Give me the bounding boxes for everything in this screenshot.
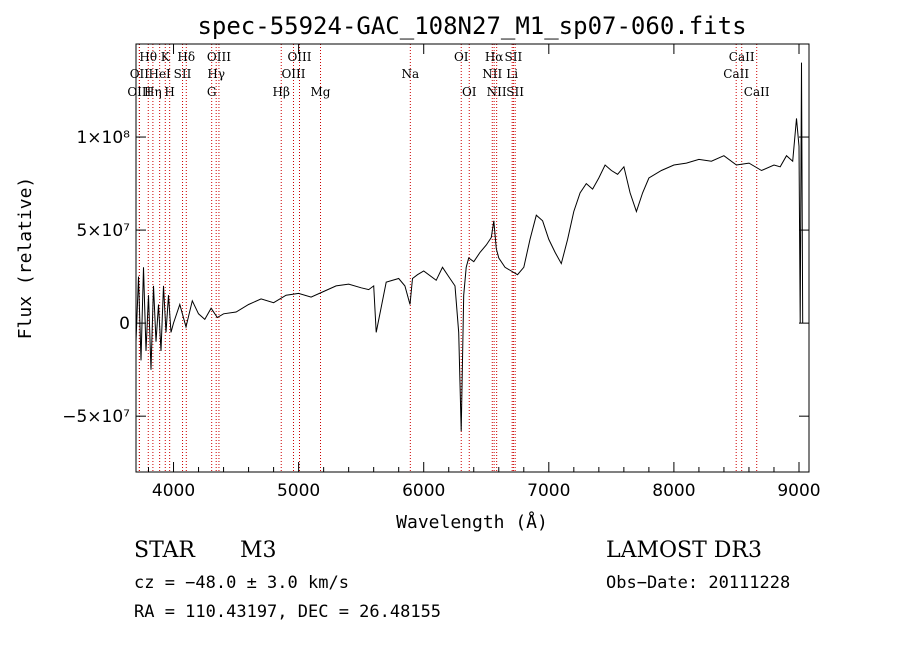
line-label: SII bbox=[506, 85, 524, 99]
line-label: Hδ bbox=[177, 50, 195, 64]
y-tick-label: 5×10⁷ bbox=[76, 221, 130, 241]
line-label: Hα bbox=[485, 50, 504, 64]
y-ticks: −5×10⁷ 0 5×10⁷ 1×10⁸ bbox=[62, 128, 809, 427]
line-label: Na bbox=[402, 67, 420, 81]
line-label: CaII bbox=[723, 67, 749, 81]
y-axis-label: Flux (relative) bbox=[15, 177, 36, 340]
y-tick-label: 0 bbox=[119, 314, 130, 334]
redshift-velocity: cz = −48.0 ± 3.0 km/s bbox=[134, 573, 349, 593]
line-label: SII bbox=[505, 50, 523, 64]
line-label: OIII bbox=[287, 50, 311, 64]
line-label: SII bbox=[174, 67, 192, 81]
line-label: CaII bbox=[729, 50, 755, 64]
x-tick-label: 9000 bbox=[777, 481, 820, 501]
line-label: Li bbox=[506, 67, 518, 81]
line-label: OIII bbox=[127, 85, 151, 99]
plot-frame bbox=[135, 43, 810, 473]
line-label: OI bbox=[454, 50, 469, 64]
object-class: STAR bbox=[134, 538, 195, 563]
line-label: NII bbox=[482, 67, 502, 81]
x-axis-label: Wavelength (Å) bbox=[396, 511, 548, 533]
line-label: G bbox=[207, 85, 217, 99]
ra-dec-coordinates: RA = 110.43197, DEC = 26.48155 bbox=[134, 602, 442, 622]
line-label: H bbox=[164, 85, 174, 99]
x-tick-label: 4000 bbox=[152, 481, 195, 501]
line-label: CaII bbox=[744, 85, 770, 99]
survey-name: LAMOST DR3 bbox=[606, 538, 762, 563]
line-label: Hβ bbox=[273, 85, 290, 99]
line-label: Mg bbox=[311, 85, 331, 99]
object-subclass: M3 bbox=[240, 538, 277, 563]
flux-series-line bbox=[135, 62, 804, 432]
line-label: NII bbox=[487, 85, 507, 99]
line-label: Hθ bbox=[139, 50, 157, 64]
line-label: Hγ bbox=[207, 67, 225, 81]
line-label: Hη bbox=[144, 85, 162, 99]
observation-date: Obs−Date: 20111228 bbox=[606, 573, 791, 593]
x-ticks: 4000 5000 6000 7000 8000 9000 bbox=[148, 44, 821, 501]
line-label: OII bbox=[130, 67, 150, 81]
chart-title: spec-55924-GAC_108N27_M1_sp07-060.fits bbox=[197, 12, 746, 40]
line-label: OIII bbox=[207, 50, 231, 64]
x-tick-label: 7000 bbox=[527, 481, 570, 501]
line-label: OI bbox=[462, 85, 477, 99]
emission-lines-layer bbox=[138, 44, 758, 472]
line-label: K bbox=[161, 50, 171, 64]
line-label: HeI bbox=[148, 67, 171, 81]
x-tick-label: 8000 bbox=[652, 481, 695, 501]
x-tick-label: 5000 bbox=[277, 481, 320, 501]
y-tick-label: 1×10⁸ bbox=[76, 128, 130, 148]
line-label: OIII bbox=[281, 67, 305, 81]
x-tick-label: 6000 bbox=[402, 481, 445, 501]
y-tick-label: −5×10⁷ bbox=[62, 407, 130, 427]
